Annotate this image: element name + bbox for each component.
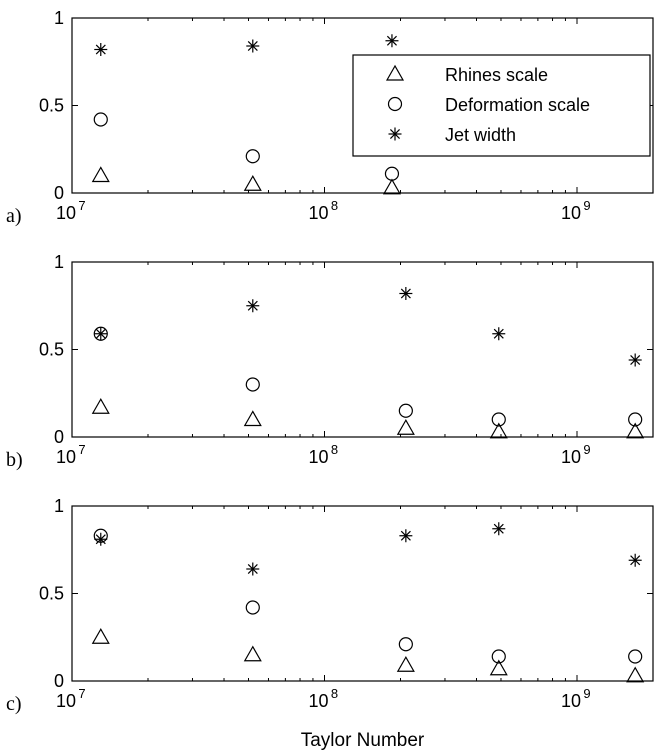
series-group: [91, 398, 645, 439]
data-point-circle: [491, 649, 506, 664]
data-point-circle: [628, 649, 643, 664]
data-point-circle: [245, 149, 260, 164]
series-group: [94, 522, 642, 576]
x-tick-label: 10: [561, 203, 581, 223]
legend: Rhines scale Deformation scale Jet width: [352, 54, 651, 157]
y-tick-label: 0: [54, 183, 64, 203]
y-tick-label: 1: [54, 252, 64, 272]
x-tick-exponent: 8: [331, 198, 338, 213]
data-point-asterisk: [385, 34, 399, 48]
y-tick-label: 0.5: [39, 584, 64, 604]
x-tick-exponent: 9: [583, 686, 590, 701]
data-point-circle: [398, 403, 413, 418]
series-group: [94, 287, 642, 367]
data-point-triangle: [626, 422, 645, 439]
x-tick-label: 10: [56, 447, 76, 467]
legend-label: Rhines scale: [445, 65, 548, 85]
panel-label: c): [6, 693, 22, 715]
data-point-asterisk: [94, 327, 108, 341]
data-point-triangle: [382, 178, 401, 195]
data-point-triangle: [626, 666, 645, 683]
y-tick-label: 0.5: [39, 340, 64, 360]
data-point-circle: [491, 412, 506, 427]
legend-marker-circle: [387, 96, 403, 112]
axes-frame: [71, 505, 654, 682]
series-group: [93, 528, 643, 664]
data-point-asterisk: [492, 522, 506, 536]
data-point-circle: [93, 528, 108, 543]
x-tick-exponent: 8: [331, 442, 338, 457]
data-point-triangle: [91, 166, 110, 183]
legend-marker-asterisk: [388, 127, 402, 141]
data-point-asterisk: [246, 39, 260, 53]
y-tick-label: 0: [54, 671, 64, 691]
data-point-triangle: [396, 656, 415, 672]
legend-label: Jet width: [445, 125, 516, 145]
data-point-circle: [384, 166, 400, 181]
x-tick-exponent: 7: [78, 442, 85, 457]
data-point-circle: [628, 412, 643, 427]
x-tick-label: 10: [561, 447, 581, 467]
x-tick-label: 10: [56, 203, 76, 223]
data-point-triangle: [243, 175, 262, 191]
x-tick-label: 10: [308, 203, 328, 223]
data-point-triangle: [91, 398, 110, 414]
data-point-circle: [245, 377, 260, 392]
data-point-circle: [93, 326, 108, 341]
series-group: [91, 628, 645, 683]
y-tick-label: 0.5: [39, 96, 64, 116]
legend-label: Deformation scale: [445, 95, 590, 115]
x-tick-exponent: 9: [583, 198, 590, 213]
y-tick-label: 1: [54, 8, 64, 28]
data-point-triangle: [243, 645, 262, 662]
data-point-triangle: [243, 410, 262, 427]
data-point-asterisk: [399, 287, 413, 300]
panel-label: b): [6, 449, 23, 471]
data-point-asterisk: [246, 562, 260, 576]
legend-box: [352, 54, 651, 157]
data-point-circle: [398, 637, 413, 652]
data-point-asterisk: [94, 43, 108, 56]
x-tick-label: 10: [56, 691, 76, 711]
x-tick-label: 10: [308, 447, 328, 467]
data-point-circle: [245, 600, 260, 615]
series-group: [94, 34, 399, 56]
chart-panel: 10 7 10 8 10 900.51a)Rhines scaleDeformation …: [6, 8, 654, 227]
legend-marker-triangle: [385, 64, 405, 81]
data-point-asterisk: [94, 532, 108, 546]
panel-label: a): [6, 205, 22, 227]
chart-panel: 10 7 10 8 10 900.51c)Taylor Number: [6, 496, 654, 751]
data-point-asterisk: [399, 529, 413, 543]
y-tick-label: 1: [54, 496, 64, 516]
x-axis-label: Taylor Number: [301, 730, 425, 751]
series-group: [93, 326, 643, 427]
data-point-circle: [93, 112, 108, 127]
x-tick-exponent: 8: [331, 686, 338, 701]
data-point-asterisk: [628, 353, 642, 367]
series-group: [91, 166, 401, 195]
data-point-asterisk: [492, 327, 506, 341]
x-tick-exponent: 7: [78, 686, 85, 701]
axes-frame: [71, 261, 654, 438]
data-point-asterisk: [628, 553, 642, 567]
x-tick-label: 10: [308, 691, 328, 711]
data-point-triangle: [396, 419, 415, 435]
data-point-triangle: [489, 422, 508, 439]
x-tick-label: 10: [561, 691, 581, 711]
data-point-asterisk: [246, 299, 260, 313]
y-tick-label: 0: [54, 427, 64, 447]
chart-panel: 10 7 10 8 10 900.51b): [6, 252, 654, 471]
x-tick-exponent: 9: [583, 442, 590, 457]
data-point-triangle: [489, 659, 508, 676]
x-tick-exponent: 7: [78, 198, 85, 213]
data-point-triangle: [91, 628, 110, 644]
